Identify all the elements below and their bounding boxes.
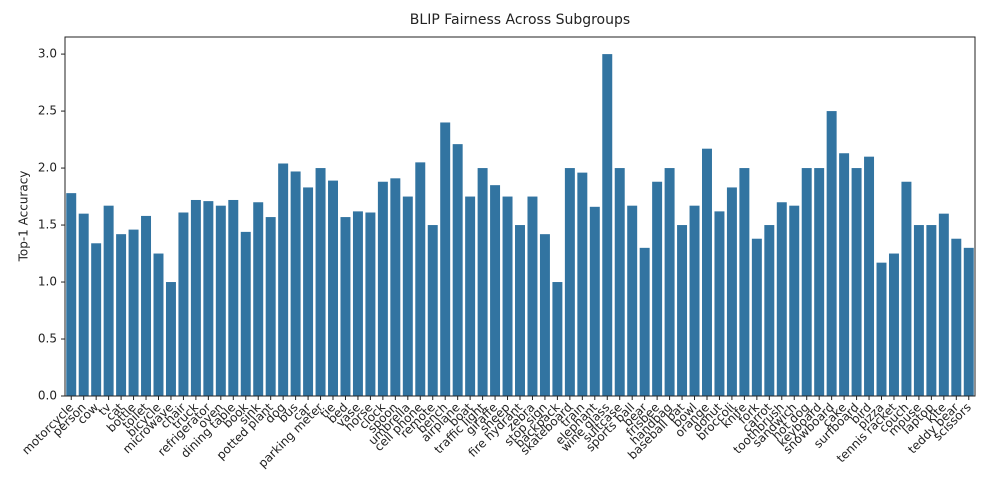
bar: [801, 168, 812, 396]
bar: [789, 205, 800, 396]
bar: [315, 168, 326, 396]
y-tick-label: 1.0: [38, 275, 57, 289]
bar: [328, 180, 338, 396]
bar: [128, 229, 139, 396]
bar: [178, 212, 189, 396]
bar: [539, 234, 550, 396]
bar: [627, 205, 638, 396]
bar: [165, 282, 176, 396]
bar: [527, 196, 538, 396]
bar: [564, 168, 575, 396]
y-tick-label: 1.5: [38, 218, 57, 232]
bar: [864, 156, 875, 396]
bar: [278, 163, 289, 396]
bar: [66, 193, 77, 396]
bar: [839, 153, 850, 396]
bar: [390, 178, 401, 396]
bar: [577, 172, 588, 396]
chart-title: BLIP Fairness Across Subgroups: [410, 12, 630, 28]
bar: [913, 225, 924, 396]
bar: [78, 213, 89, 396]
y-tick-label: 3.0: [38, 47, 57, 61]
bar: [602, 54, 613, 396]
bar: [677, 225, 688, 396]
bar: [764, 225, 775, 396]
bar: [702, 148, 712, 396]
y-tick-label: 0.5: [38, 332, 57, 346]
bar: [477, 168, 488, 396]
bar: [926, 225, 937, 396]
bar: [290, 171, 301, 396]
bar: [365, 212, 376, 396]
bar: [664, 168, 675, 396]
bar: [203, 201, 214, 396]
y-tick-label: 2.0: [38, 161, 57, 175]
bar: [751, 238, 762, 396]
bar: [240, 231, 251, 396]
bar: [639, 247, 650, 396]
bar: [515, 225, 525, 396]
bar: [689, 205, 700, 396]
bar: [265, 217, 276, 396]
bar: [814, 168, 825, 396]
bar: [153, 253, 164, 396]
bar: [490, 185, 501, 396]
bar: [377, 181, 388, 396]
bar: [876, 262, 887, 396]
bar: [465, 196, 476, 396]
bar: [851, 168, 862, 396]
bar: [938, 213, 949, 396]
bar: [103, 205, 114, 396]
bar: [776, 202, 787, 396]
bar: [652, 181, 663, 396]
bar: [739, 168, 750, 396]
bar: [589, 206, 600, 396]
y-tick-label: 0.0: [38, 389, 57, 403]
bar: [141, 215, 152, 396]
bar: [303, 187, 314, 396]
bar: [228, 199, 239, 396]
bar: [452, 144, 463, 396]
bar: [440, 122, 451, 396]
bar: [415, 162, 426, 396]
bar: [402, 196, 413, 396]
bar: [116, 234, 127, 396]
bar: [352, 211, 363, 396]
bar: [253, 202, 264, 396]
bar: [951, 238, 962, 396]
bar: [888, 253, 899, 396]
bar: [714, 211, 725, 396]
bar: [726, 187, 737, 396]
plot-frame: [64, 36, 976, 397]
y-tick-label: 2.5: [38, 104, 57, 118]
bar: [502, 196, 513, 396]
bar: [340, 217, 351, 396]
bar: [552, 282, 563, 396]
bar: [215, 205, 226, 396]
bar: [91, 243, 102, 396]
bar: [826, 111, 837, 396]
bar: [190, 199, 201, 396]
y-axis-label: Top-1 Accuracy: [17, 171, 31, 263]
bar: [901, 181, 912, 396]
bar: [427, 225, 438, 396]
bar: [614, 168, 625, 396]
bar: [963, 247, 974, 396]
